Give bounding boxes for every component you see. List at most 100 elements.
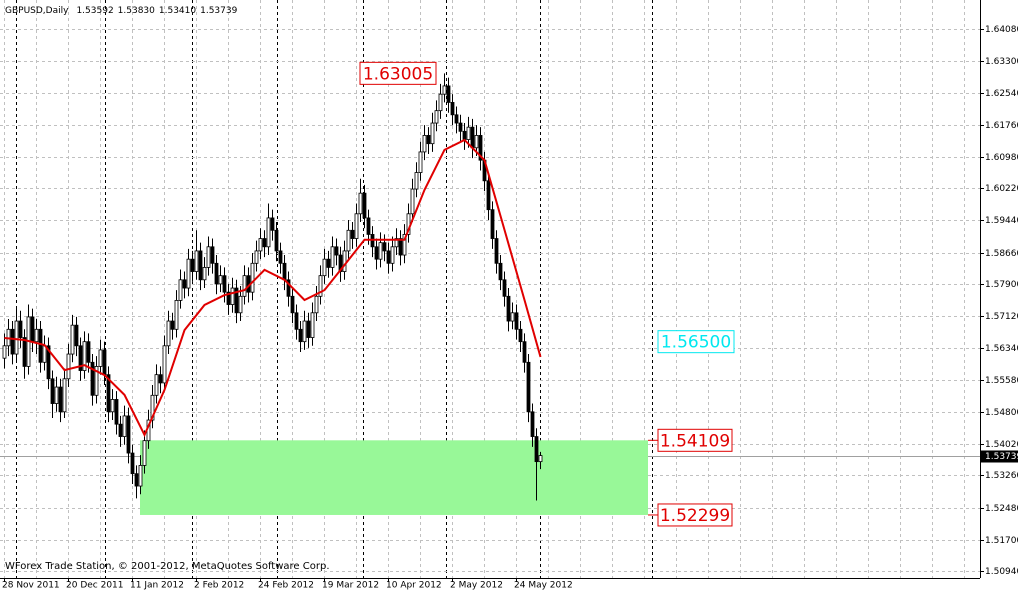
y-tick-label: 1.59440 bbox=[985, 216, 1018, 226]
y-tick-label: 1.57900 bbox=[985, 280, 1018, 290]
symbol: GBPUSD,Daily bbox=[5, 6, 69, 16]
candle-body bbox=[94, 366, 99, 396]
candle-body bbox=[390, 246, 395, 264]
y-tick-label: 1.64080 bbox=[985, 25, 1018, 35]
candle-body bbox=[254, 250, 259, 264]
candle-body bbox=[374, 246, 379, 260]
candle-body bbox=[410, 188, 415, 215]
candle-body bbox=[218, 275, 223, 285]
x-tick-label: 24 May 2012 bbox=[514, 581, 573, 591]
candle-body bbox=[50, 378, 55, 404]
y-tick-label: 1.53260 bbox=[985, 471, 1018, 481]
x-tick-label: 28 Nov 2011 bbox=[2, 581, 60, 591]
candle-body bbox=[430, 122, 435, 145]
candle-body bbox=[474, 135, 479, 149]
target-zone bbox=[140, 440, 648, 515]
y-tick-label: 1.56340 bbox=[985, 344, 1018, 354]
y-tick-label: 1.61760 bbox=[985, 121, 1018, 131]
candle-body bbox=[122, 415, 127, 437]
candle-body bbox=[166, 320, 171, 347]
candle-body bbox=[526, 361, 531, 413]
candle-body bbox=[278, 250, 283, 264]
candle-body bbox=[538, 455, 543, 463]
candle-body bbox=[486, 180, 491, 211]
candle-body bbox=[230, 287, 235, 305]
candle-body bbox=[186, 258, 191, 289]
candle-body bbox=[270, 217, 275, 231]
candle-body bbox=[150, 394, 155, 421]
current-price-box bbox=[981, 450, 1018, 463]
candle-body bbox=[454, 114, 459, 124]
candle-body bbox=[66, 353, 71, 380]
candle-body bbox=[386, 250, 391, 264]
candle-body bbox=[394, 238, 399, 248]
candle-body bbox=[502, 279, 507, 297]
candle-body bbox=[190, 258, 195, 272]
candle-body bbox=[354, 213, 359, 239]
candle-body bbox=[350, 229, 355, 239]
y-tick-label: 1.58660 bbox=[985, 249, 1018, 259]
plot: 1.54109 1.52299 1.63005 1.56500 bbox=[2, 61, 735, 527]
candle-body bbox=[154, 374, 159, 396]
candle-body bbox=[414, 172, 419, 190]
candle-body bbox=[434, 110, 439, 124]
candle-body bbox=[202, 267, 207, 281]
candle-body bbox=[282, 262, 287, 281]
candle-body bbox=[322, 258, 327, 277]
candle-body bbox=[46, 345, 51, 380]
candle-body bbox=[38, 328, 43, 363]
candle-body bbox=[78, 345, 83, 371]
candle-body bbox=[506, 295, 511, 322]
candle-body bbox=[442, 85, 447, 95]
candle-body bbox=[358, 192, 363, 215]
candle-body bbox=[530, 411, 535, 437]
candle-body bbox=[458, 122, 463, 132]
candle-body bbox=[362, 192, 367, 219]
candle-body bbox=[138, 465, 143, 487]
candle-body bbox=[318, 275, 323, 297]
candle-body bbox=[490, 209, 495, 239]
annotation-label: 1.56500 bbox=[661, 333, 731, 353]
candle-body bbox=[310, 312, 315, 338]
candle-body bbox=[2, 345, 7, 359]
candle-body bbox=[74, 324, 79, 347]
candle-body bbox=[62, 378, 67, 413]
candle-body bbox=[206, 246, 211, 268]
candle-body bbox=[126, 415, 131, 454]
candle-body bbox=[130, 452, 135, 475]
y-tick-label: 1.51700 bbox=[985, 536, 1018, 546]
candle-body bbox=[86, 341, 91, 363]
candle-body bbox=[438, 93, 443, 112]
candle-body bbox=[290, 295, 295, 314]
candle-body bbox=[466, 126, 471, 140]
candle-body bbox=[42, 345, 47, 363]
x-tick-label: 24 Feb 2012 bbox=[258, 581, 314, 591]
candle-body bbox=[162, 345, 167, 384]
candle-body bbox=[498, 262, 503, 281]
zone-label-box bbox=[657, 503, 733, 527]
annotation-box bbox=[657, 330, 735, 354]
zone-label: 1.52299 bbox=[660, 506, 730, 526]
candle-body bbox=[470, 126, 475, 149]
candle-body bbox=[222, 275, 227, 293]
candle-body bbox=[102, 349, 107, 376]
candle-body bbox=[266, 217, 271, 248]
annotation-box bbox=[359, 61, 437, 85]
candle-body bbox=[262, 238, 267, 248]
candle-body bbox=[418, 151, 423, 173]
candle-body bbox=[510, 312, 515, 322]
candle-body bbox=[346, 229, 351, 252]
candle-body bbox=[334, 246, 339, 256]
x-tick-label: 10 Apr 2012 bbox=[386, 581, 442, 591]
candle-body bbox=[34, 328, 39, 343]
x-tick-label: 20 Dec 2011 bbox=[66, 581, 124, 591]
header-close: 1.53739 bbox=[200, 6, 237, 16]
candle-body bbox=[294, 312, 299, 330]
candle-body bbox=[106, 374, 111, 413]
candle-body bbox=[366, 217, 371, 235]
candle-body bbox=[58, 386, 63, 413]
y-tick-label: 1.57120 bbox=[985, 312, 1018, 322]
candle-body bbox=[382, 242, 387, 252]
candle-body bbox=[226, 291, 231, 305]
